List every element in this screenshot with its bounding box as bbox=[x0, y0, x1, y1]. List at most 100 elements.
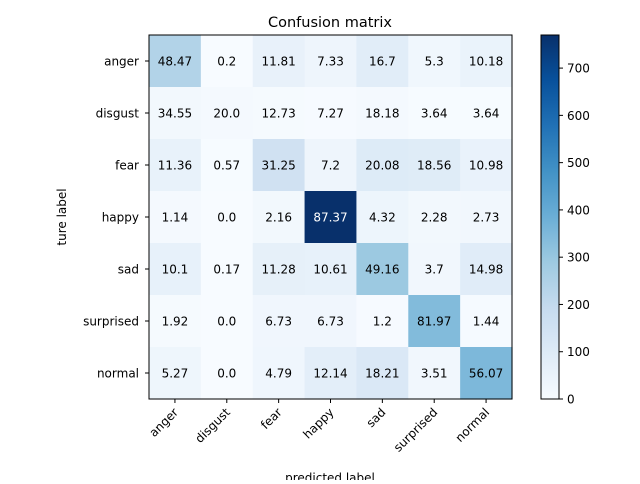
y-axis-label: ture label bbox=[55, 188, 69, 245]
cell-value-label: 3.64 bbox=[473, 107, 500, 121]
heatmap-cell bbox=[252, 191, 306, 244]
x-tick-label: fear bbox=[258, 405, 285, 432]
heatmap-cell bbox=[252, 87, 306, 140]
heatmap-cell bbox=[252, 347, 306, 400]
x-axis-label: predicted label bbox=[285, 471, 375, 480]
heatmap-cell bbox=[200, 139, 254, 192]
cell-value-label: 12.14 bbox=[313, 367, 347, 381]
cell-value-label: 14.98 bbox=[469, 263, 503, 277]
cell-value-label: 16.7 bbox=[369, 55, 396, 69]
cell-value-label: 48.47 bbox=[158, 55, 192, 69]
cell-value-label: 87.37 bbox=[313, 211, 347, 225]
heatmap-cell bbox=[149, 295, 202, 348]
y-tick-label: surprised bbox=[83, 315, 139, 329]
cell-value-label: 18.18 bbox=[365, 107, 399, 121]
x-tick-label: normal bbox=[453, 405, 493, 445]
heatmap-cell bbox=[252, 243, 306, 296]
cell-value-label: 34.55 bbox=[158, 107, 192, 121]
cell-value-label: 7.27 bbox=[317, 107, 344, 121]
y-tick-label: happy bbox=[102, 211, 139, 225]
heatmap-cells bbox=[149, 35, 513, 400]
cell-value-label: 5.27 bbox=[162, 367, 189, 381]
colorbar-tick-label: 500 bbox=[567, 156, 590, 170]
colorbar-tick-label: 600 bbox=[567, 109, 590, 123]
chart-title: Confusion matrix bbox=[268, 15, 392, 31]
heatmap-cell bbox=[356, 295, 409, 348]
x-axis: anger disgust fear happy sad surprised normal bbox=[146, 399, 492, 455]
cell-value-label: 10.1 bbox=[162, 263, 189, 277]
y-tick-label: fear bbox=[115, 159, 139, 173]
colorbar-ticks: 0 100 200 300 400 500 600 700 bbox=[559, 62, 590, 407]
y-tick-label: disgust bbox=[96, 107, 140, 121]
heatmap-cell bbox=[460, 295, 513, 348]
colorbar-tick-label: 200 bbox=[567, 298, 590, 312]
heatmap-cell bbox=[252, 295, 306, 348]
cell-value-label: 6.73 bbox=[317, 315, 344, 329]
heatmap-cell bbox=[460, 87, 513, 140]
heatmap-cell bbox=[408, 243, 461, 296]
cell-value-label: 2.28 bbox=[421, 211, 448, 225]
cell-value-label: 0.17 bbox=[213, 263, 240, 277]
heatmap-cell bbox=[460, 191, 513, 244]
heatmap-cell-labels: 48.47 0.2 11.81 7.33 16.7 5.3 10.18 34.55 20.0 12… bbox=[158, 55, 504, 381]
x-tick-label: disgust bbox=[192, 405, 233, 446]
heatmap-cell bbox=[149, 243, 202, 296]
heatmap-cell bbox=[460, 243, 513, 296]
heatmap-cell bbox=[149, 35, 202, 88]
colorbar-tick-label: 700 bbox=[567, 62, 590, 76]
cell-value-label: 81.97 bbox=[417, 315, 451, 329]
cell-value-label: 7.33 bbox=[317, 55, 344, 69]
cell-value-label: 1.2 bbox=[373, 315, 392, 329]
heatmap-cell bbox=[304, 35, 358, 88]
heatmap-cell bbox=[304, 191, 358, 244]
cell-value-label: 1.14 bbox=[162, 211, 189, 225]
heatmap-cell bbox=[149, 139, 202, 192]
y-tick-label: normal bbox=[97, 367, 139, 381]
heatmap-cell bbox=[304, 87, 358, 140]
heatmap-cell bbox=[408, 87, 461, 140]
heatmap-cell bbox=[200, 87, 254, 140]
y-axis: anger disgust fear happy sad surprised normal bbox=[83, 55, 149, 381]
heatmap-cell bbox=[460, 347, 513, 400]
heatmap-cell bbox=[460, 139, 513, 192]
heatmap-cell bbox=[200, 35, 254, 88]
cell-value-label: 4.79 bbox=[265, 367, 292, 381]
heatmap-cell bbox=[304, 139, 358, 192]
x-tick-label: happy bbox=[300, 405, 336, 441]
y-tick-label: anger bbox=[104, 55, 139, 69]
cell-value-label: 49.16 bbox=[365, 263, 399, 277]
cell-value-label: 0.57 bbox=[213, 159, 240, 173]
cell-value-label: 20.0 bbox=[213, 107, 240, 121]
cell-value-label: 7.2 bbox=[321, 159, 340, 173]
heatmap-cell bbox=[460, 35, 513, 88]
cell-value-label: 4.32 bbox=[369, 211, 396, 225]
cell-value-label: 1.92 bbox=[162, 315, 189, 329]
colorbar-tick-label: 400 bbox=[567, 203, 590, 217]
cell-value-label: 2.16 bbox=[265, 211, 292, 225]
colorbar-tick-label: 0 bbox=[567, 393, 575, 407]
cell-value-label: 31.25 bbox=[261, 159, 295, 173]
cell-value-label: 56.07 bbox=[469, 367, 503, 381]
heatmap-cell bbox=[408, 191, 461, 244]
cell-value-label: 5.3 bbox=[425, 55, 444, 69]
cell-value-label: 12.73 bbox=[261, 107, 295, 121]
heatmap-cell bbox=[200, 243, 254, 296]
heatmap-cell bbox=[200, 191, 254, 244]
heatmap-cell bbox=[252, 35, 306, 88]
cell-value-label: 0.2 bbox=[217, 55, 236, 69]
heatmap-cell bbox=[252, 139, 306, 192]
cell-value-label: 18.21 bbox=[365, 367, 399, 381]
heatmap-cell bbox=[200, 295, 254, 348]
heatmap-cell bbox=[356, 191, 409, 244]
cell-value-label: 11.28 bbox=[261, 263, 295, 277]
heatmap-cell bbox=[356, 139, 409, 192]
heatmap-cell bbox=[408, 139, 461, 192]
cell-value-label: 0.0 bbox=[217, 315, 236, 329]
heatmap-cell bbox=[408, 35, 461, 88]
heatmap-cell bbox=[304, 295, 358, 348]
heatmap-cell bbox=[149, 347, 202, 400]
heatmap-cell bbox=[356, 347, 409, 400]
x-tick-label: anger bbox=[146, 405, 181, 440]
heatmap-cell bbox=[149, 87, 202, 140]
cell-value-label: 3.51 bbox=[421, 367, 448, 381]
